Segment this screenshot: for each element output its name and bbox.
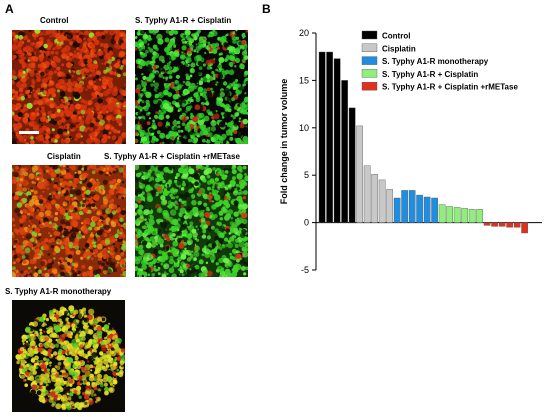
micrograph-control-image xyxy=(12,30,126,144)
bar xyxy=(386,189,393,223)
bar xyxy=(513,222,521,228)
bar xyxy=(446,206,453,223)
micrograph-label-typhy-cisplatin-rmetase: S. Typhy A1-R + Cisplatin +rMETase xyxy=(104,152,240,161)
micrograph-cisplatin-image xyxy=(12,165,126,277)
micrograph-label-cisplatin: Cisplatin xyxy=(47,152,81,161)
y-tick-label: 10 xyxy=(299,123,309,133)
y-tick-label: -5 xyxy=(301,265,309,275)
bar xyxy=(431,197,438,223)
y-tick-label: 0 xyxy=(304,218,309,228)
legend-swatch xyxy=(361,69,378,78)
bar xyxy=(341,80,348,223)
y-tick-label: 5 xyxy=(304,170,309,180)
y-tick-label: 15 xyxy=(299,75,309,85)
micrograph-typhy-cisplatin-image xyxy=(135,30,248,144)
bar xyxy=(318,51,326,223)
legend-label: Cisplatin xyxy=(382,44,416,53)
bar xyxy=(423,196,431,223)
micrograph-monotherapy-image xyxy=(12,300,125,412)
panel-b-letter: B xyxy=(262,2,271,16)
micrograph-label-control: Control xyxy=(40,16,69,25)
bar xyxy=(326,51,333,223)
scale-bar xyxy=(19,131,39,134)
bar xyxy=(356,125,363,223)
legend-label: Control xyxy=(382,32,410,41)
bar xyxy=(401,190,408,223)
bar xyxy=(393,197,401,223)
bar xyxy=(363,165,371,223)
bar xyxy=(521,222,528,234)
bar xyxy=(468,209,476,223)
bar xyxy=(408,190,416,223)
bar xyxy=(333,58,341,223)
panel-a-letter: A xyxy=(5,2,14,16)
micrograph-typhy-cisplatin-rmetase-image xyxy=(135,165,248,277)
y-tick-label: 20 xyxy=(299,28,309,38)
legend-label: S. Typhy A1-R monotherapy xyxy=(382,57,489,66)
legend-swatch xyxy=(361,30,378,40)
legend-swatch xyxy=(361,43,378,52)
bar xyxy=(453,207,461,223)
bar xyxy=(483,222,491,226)
bar xyxy=(416,194,423,223)
bar xyxy=(461,208,468,223)
legend-label: S. Typhy A1-R + Cisplatin xyxy=(382,70,478,79)
legend-swatch xyxy=(361,82,378,91)
bar xyxy=(378,179,386,223)
bar xyxy=(491,222,498,227)
micrograph-label-typhy-cisplatin: S. Typhy A1-R + Cisplatin xyxy=(135,16,232,25)
legend-label: S. Typhy A1-R + Cisplatin +rMETase xyxy=(382,83,518,92)
tumor-volume-bar-chart: -5 0 5 10 15 20 Fold change in tumor volume Con… xyxy=(279,28,542,275)
bar xyxy=(498,222,506,227)
bar xyxy=(438,204,446,223)
micrograph-label-monotherapy: S. Typhy A1-R monotherapy xyxy=(5,287,112,296)
bar xyxy=(476,209,483,223)
y-axis-label: Fold change in tumor volume xyxy=(279,79,289,205)
bar xyxy=(348,107,356,223)
legend-swatch xyxy=(361,56,378,65)
bar xyxy=(506,222,513,228)
bar xyxy=(371,174,378,223)
